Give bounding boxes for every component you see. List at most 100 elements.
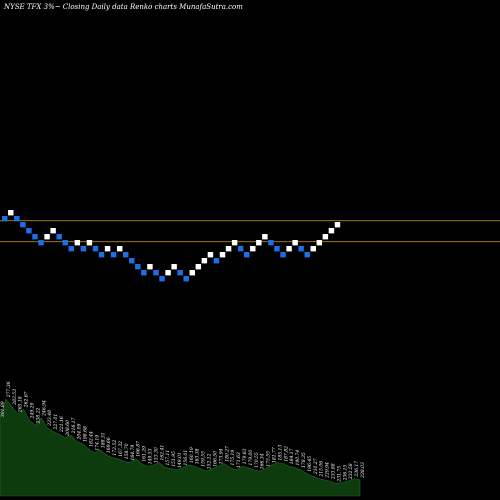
renko-brick-up <box>195 264 202 270</box>
renko-brick-down <box>56 234 62 240</box>
renko-brick-down <box>98 252 105 258</box>
volume-label: 249.29 <box>30 402 36 419</box>
volume-label: 229.94 <box>325 462 331 479</box>
volume-label: 159.55 <box>201 451 207 467</box>
renko-brick-up <box>116 246 123 252</box>
renko-brick-down <box>159 276 165 282</box>
volume-label: 208.60 <box>65 420 71 437</box>
volume-label: 238.22 <box>35 407 41 424</box>
volume-label: 167.32 <box>118 441 124 457</box>
renko-brick-up <box>231 240 238 246</box>
volume-label: 180.27 <box>224 446 230 462</box>
renko-brick-up <box>165 270 171 276</box>
renko-brick-up <box>292 240 298 246</box>
volume-label: 265.18 <box>18 396 24 413</box>
volume-label: 178.35 <box>301 452 307 468</box>
renko-brick-down <box>68 246 74 252</box>
volume-label: 233.48 <box>47 410 53 427</box>
renko-brick-down <box>135 264 141 270</box>
renko-brick-up <box>104 246 111 252</box>
renko-brick-down <box>2 216 8 222</box>
volume-label: 232.58 <box>348 463 354 480</box>
chart-title: NYSE TFX 3%~ Closing Daily data Renko ch… <box>3 3 243 11</box>
volume-label: 158.70 <box>124 443 130 459</box>
renko-brick-up <box>250 246 256 252</box>
volume-label: 301.89 <box>0 401 6 417</box>
volume-label: 188.31 <box>100 432 106 448</box>
renko-brick-up <box>8 210 14 216</box>
renko-brick-down <box>268 240 274 246</box>
volume-label: 174.19 <box>94 435 100 451</box>
volume-label: 169.66 <box>106 437 112 453</box>
volume-label: 210.27 <box>313 458 319 475</box>
renko-brick-up <box>256 240 262 246</box>
volume-label: 152.12 <box>207 453 213 469</box>
reference-lines <box>0 220 500 243</box>
volume-label: 181.77 <box>271 447 277 463</box>
volume-label: 236.15 <box>342 464 348 481</box>
renko-brick-up <box>219 252 226 258</box>
volume-label: 166.50 <box>212 451 218 467</box>
renko-brick-down <box>237 246 244 252</box>
renko-brick-up <box>310 246 316 252</box>
renko-brick-up <box>286 246 292 252</box>
renko-brick-up <box>262 234 268 240</box>
volume-label: 157.11 <box>165 450 171 466</box>
volume-label: 221.16 <box>59 416 65 433</box>
renko-brick-up <box>328 228 335 234</box>
volume-label: 216.17 <box>71 417 77 434</box>
volume-label: 236.17 <box>354 461 360 478</box>
renko-brick-up <box>147 264 153 270</box>
volume-label: 238.03 <box>360 462 366 479</box>
renko-brick-down <box>304 252 310 258</box>
renko-brick-down <box>298 246 304 252</box>
renko-brick-down <box>141 270 147 276</box>
renko-brick-down <box>80 246 87 252</box>
volume-label: 187.82 <box>283 446 289 462</box>
renko-brick-down <box>244 252 250 258</box>
volume-label: 184.17 <box>289 448 295 464</box>
volume-label: 171.63 <box>236 452 242 468</box>
volume-label: 166.87 <box>136 441 142 457</box>
volume-label: 215.06 <box>319 461 325 478</box>
renko-brick-down <box>274 246 280 252</box>
renko-brick-up <box>171 264 177 270</box>
volume-label: 172.52 <box>112 440 118 456</box>
volume-label: 262.67 <box>24 391 30 408</box>
renko-brick-up <box>50 228 56 234</box>
volume-label: 149.53 <box>148 448 154 464</box>
renko-brick-down <box>123 252 129 258</box>
renko-brick-down <box>20 222 26 228</box>
volume-label: 277.36 <box>6 381 12 398</box>
volume-label: 149.01 <box>177 452 183 468</box>
volume-label: 170.55 <box>254 452 260 468</box>
renko-brick-down <box>280 252 286 258</box>
renko-brick-up <box>225 246 232 252</box>
volume-label: 161.29 <box>142 446 148 462</box>
renko-brick-down <box>177 270 183 276</box>
renko-brick-down <box>213 258 220 264</box>
renko-brick-down <box>129 258 135 264</box>
volume-label: 153.30 <box>153 447 159 463</box>
renko-brick-down <box>153 270 159 276</box>
renko-brick-up <box>74 240 81 246</box>
renko-brick-down <box>32 234 38 240</box>
volume-label: 163.38 <box>195 448 201 464</box>
volume-label: 198.68 <box>83 426 89 442</box>
renko-brick-down <box>92 246 99 252</box>
volume-label: 246.94 <box>41 400 47 417</box>
volume-label: 164.79 <box>130 445 136 461</box>
volume-label: 196.45 <box>307 456 313 472</box>
renko-brick-down <box>38 240 44 246</box>
renko-brick-down <box>110 252 117 258</box>
renko-brick-up <box>201 258 208 264</box>
volume-label: 179.63 <box>242 448 248 464</box>
volume-label: 227.01 <box>53 414 59 431</box>
renko-brick-down <box>26 228 32 234</box>
volume-label: 175.55 <box>266 451 272 467</box>
volume-label: 204.09 <box>77 424 83 441</box>
volume-label: 156.01 <box>183 450 189 466</box>
volume-label: 175.19 <box>230 450 236 466</box>
volume-label: 162.41 <box>159 445 165 461</box>
